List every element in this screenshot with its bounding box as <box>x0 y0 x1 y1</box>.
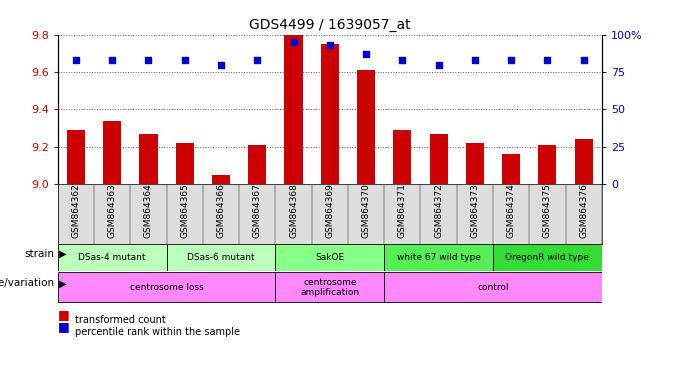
Bar <box>175 143 194 184</box>
Text: ▶: ▶ <box>56 249 67 259</box>
Bar <box>58 244 167 271</box>
Text: strain: strain <box>24 249 54 259</box>
Text: ■: ■ <box>58 308 69 321</box>
Bar <box>393 130 411 184</box>
Point <box>180 57 190 63</box>
Point <box>288 39 299 45</box>
Text: transformed count: transformed count <box>75 315 165 325</box>
Bar <box>493 244 602 271</box>
Point <box>71 57 82 63</box>
Point <box>433 61 444 68</box>
Point <box>107 57 118 63</box>
Bar <box>321 44 339 184</box>
Bar <box>430 134 447 184</box>
Point <box>542 57 553 63</box>
Point <box>397 57 408 63</box>
Bar <box>212 175 230 184</box>
Bar <box>384 272 602 302</box>
Bar <box>167 244 275 271</box>
Text: DSas-6 mutant: DSas-6 mutant <box>187 253 255 262</box>
Text: OregonR wild type: OregonR wild type <box>505 253 590 262</box>
Bar <box>67 130 85 184</box>
Point <box>143 57 154 63</box>
Bar <box>539 145 556 184</box>
Bar <box>384 244 493 271</box>
Bar <box>284 35 303 184</box>
Text: centrosome
amplification: centrosome amplification <box>301 278 359 297</box>
Text: DSas-4 mutant: DSas-4 mutant <box>78 253 146 262</box>
Text: SakOE: SakOE <box>316 253 344 262</box>
Bar <box>357 70 375 184</box>
Text: control: control <box>477 283 509 292</box>
Bar <box>575 139 593 184</box>
Point <box>360 51 371 57</box>
Bar <box>103 121 121 184</box>
Point <box>216 61 226 68</box>
Bar <box>58 272 275 302</box>
Text: white 67 wild type: white 67 wild type <box>396 253 481 262</box>
Text: centrosome loss: centrosome loss <box>130 283 203 292</box>
Bar <box>502 154 520 184</box>
Bar <box>275 272 384 302</box>
Point <box>578 57 589 63</box>
Point <box>506 57 517 63</box>
Bar <box>275 244 384 271</box>
Bar <box>466 143 484 184</box>
Bar <box>139 134 158 184</box>
Point <box>252 57 262 63</box>
Text: percentile rank within the sample: percentile rank within the sample <box>75 327 240 337</box>
Point <box>469 57 480 63</box>
Bar <box>248 145 267 184</box>
Text: genotype/variation: genotype/variation <box>0 278 54 288</box>
Text: ■: ■ <box>58 320 69 333</box>
Point <box>324 42 335 48</box>
Title: GDS4499 / 1639057_at: GDS4499 / 1639057_at <box>249 18 411 32</box>
Text: ▶: ▶ <box>56 278 67 288</box>
